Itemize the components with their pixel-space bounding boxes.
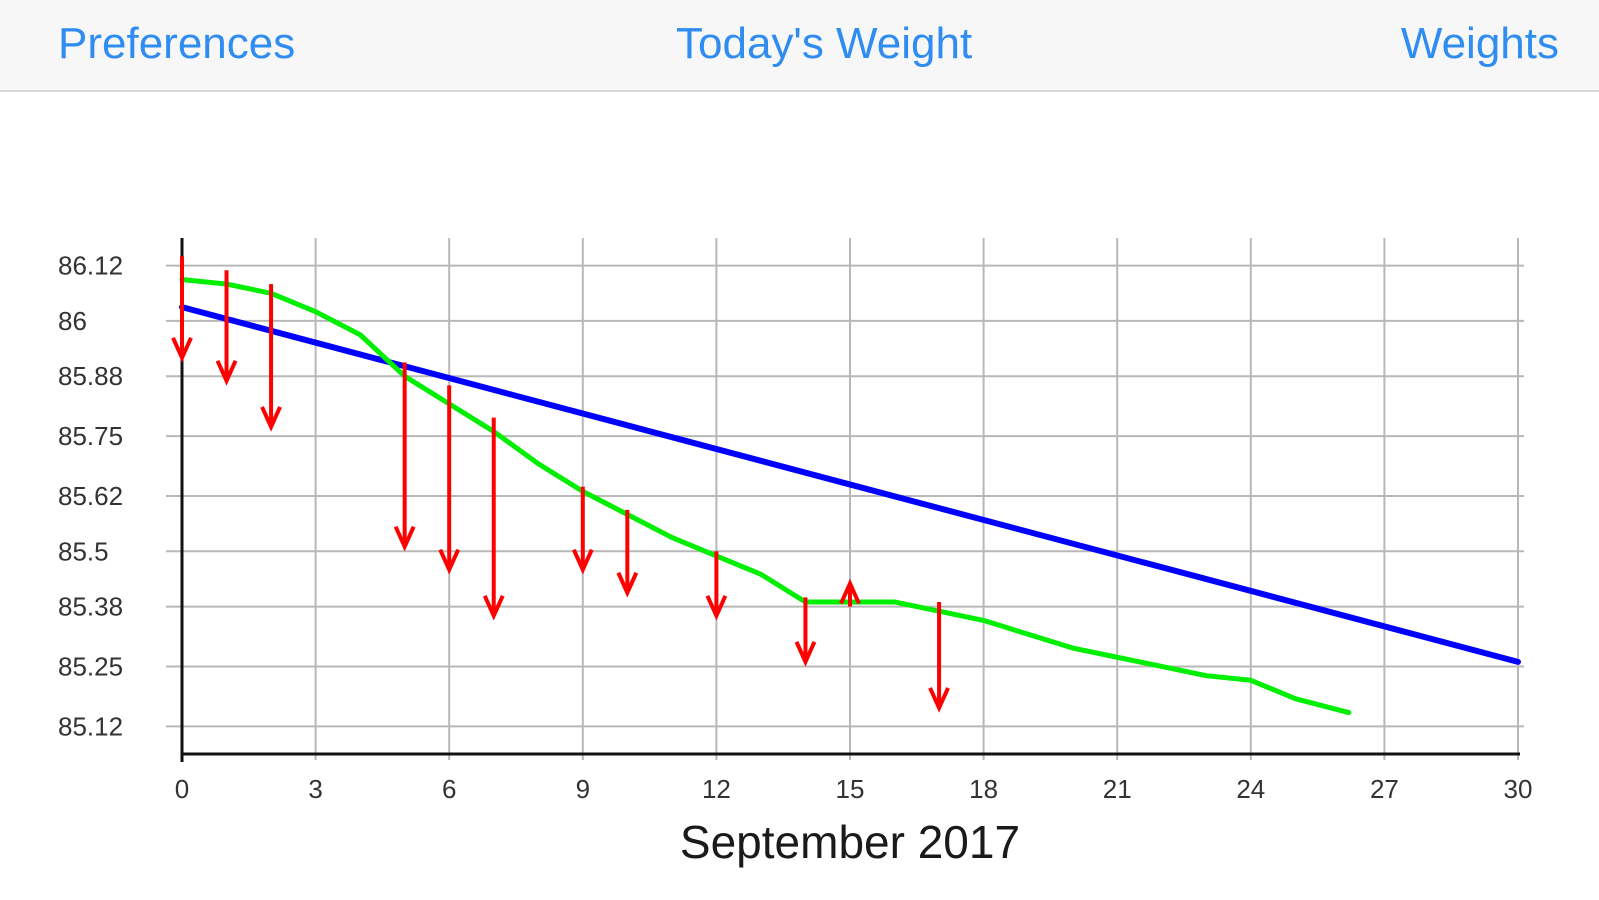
todays-weight-button[interactable]: Today's Weight xyxy=(676,19,973,68)
weight-change-arrows xyxy=(171,256,950,713)
y-tick-label: 85.62 xyxy=(58,481,123,511)
chart-labels: 0 3 6 9 12 15 18 21 24 27 30 86.12 86 85.88 85.75 85.62… xyxy=(58,251,1532,868)
x-tick-label: 6 xyxy=(442,774,456,804)
down-arrow xyxy=(571,486,594,575)
down-arrow xyxy=(171,256,193,363)
y-tick-label: 86.12 xyxy=(58,251,123,281)
down-arrow xyxy=(393,362,416,552)
weights-button[interactable]: Weights xyxy=(1400,19,1559,68)
down-arrow xyxy=(705,551,728,621)
navigation-bar: Preferences Today's Weight Weights xyxy=(0,0,1599,92)
y-tick-label: 85.38 xyxy=(58,592,123,622)
x-tick-label: 9 xyxy=(576,774,590,804)
x-tick-label: 0 xyxy=(175,774,189,804)
down-arrow xyxy=(260,284,282,432)
x-tick-label: 30 xyxy=(1504,774,1533,804)
down-arrow xyxy=(928,601,950,713)
x-tick-label: 27 xyxy=(1370,774,1399,804)
down-arrow xyxy=(482,417,505,621)
up-arrow xyxy=(839,578,861,607)
down-arrow xyxy=(438,385,461,575)
down-arrow xyxy=(215,270,238,386)
y-tick-label: 85.12 xyxy=(58,711,123,741)
x-tick-label: 12 xyxy=(702,774,731,804)
preferences-button[interactable]: Preferences xyxy=(58,19,296,68)
chart-grid xyxy=(166,238,1524,760)
y-tick-label: 85.75 xyxy=(58,421,123,451)
x-tick-label: 24 xyxy=(1236,774,1265,804)
y-tick-label: 85.5 xyxy=(58,536,109,566)
y-tick-label: 85.25 xyxy=(58,651,123,681)
x-tick-label: 18 xyxy=(969,774,998,804)
x-tick-label: 15 xyxy=(836,774,865,804)
x-tick-label: 3 xyxy=(308,774,322,804)
down-arrow xyxy=(616,509,639,598)
weight-chart: 0 3 6 9 12 15 18 21 24 27 30 86.12 86 85.88 85.75 85.62… xyxy=(58,238,1532,868)
average-line xyxy=(179,276,1352,716)
down-arrow xyxy=(794,597,817,667)
x-axis-title: September 2017 xyxy=(680,816,1020,868)
y-tick-label: 86 xyxy=(58,306,87,336)
x-tick-label: 21 xyxy=(1103,774,1132,804)
y-tick-label: 85.88 xyxy=(58,361,123,391)
